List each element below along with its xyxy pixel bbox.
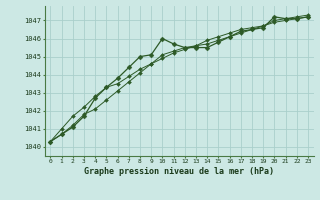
X-axis label: Graphe pression niveau de la mer (hPa): Graphe pression niveau de la mer (hPa)	[84, 167, 274, 176]
